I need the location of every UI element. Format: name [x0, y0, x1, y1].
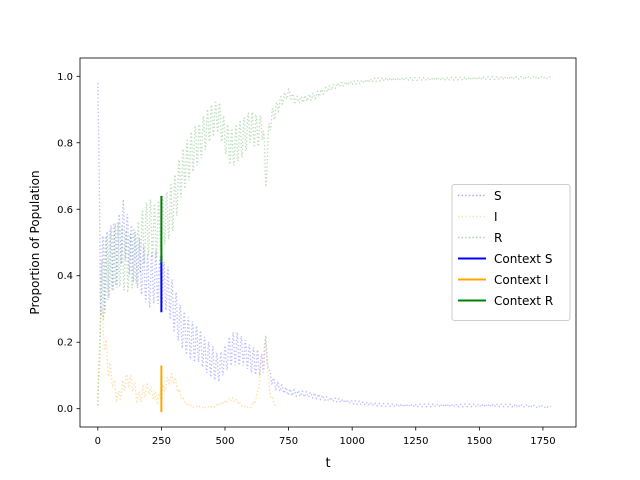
- series-r-line: [97, 75, 552, 406]
- x-axis-label: t: [325, 456, 330, 471]
- y-tick-label: 0.8: [57, 138, 73, 149]
- y-axis-label: Proportion of Population: [28, 170, 42, 314]
- legend-label: R: [494, 231, 502, 245]
- series-s-line: [97, 82, 551, 409]
- legend-label: Context I: [494, 273, 548, 287]
- x-tick-label: 250: [152, 436, 171, 447]
- x-tick-label: 500: [215, 436, 234, 447]
- y-axis-ticks: 0.0 0.2 0.4 0.6 0.8 1.0: [57, 72, 80, 415]
- x-tick-label: 750: [279, 436, 298, 447]
- x-tick-label: 1250: [403, 436, 428, 447]
- y-tick-label: 0.6: [57, 205, 73, 216]
- axes-frame: [79, 57, 577, 428]
- legend: SIR Context S Context I Context R: [451, 184, 571, 321]
- legend-box: [451, 184, 571, 321]
- legend-label: Context R: [494, 294, 553, 308]
- y-tick-label: 0.0: [57, 404, 73, 415]
- x-tick-label: 1000: [339, 436, 364, 447]
- x-axis-ticks: 0 250 500 750 1000 1250 1500 1750: [95, 427, 556, 447]
- y-tick-label: 0.2: [57, 338, 73, 349]
- legend-label: I: [494, 210, 498, 224]
- x-tick-label: 1750: [530, 436, 555, 447]
- y-tick-label: 1.0: [57, 72, 73, 83]
- x-tick-label: 0: [95, 436, 101, 447]
- legend-label: Context S: [494, 252, 552, 266]
- series-layer: [97, 75, 552, 413]
- legend-label: S: [494, 189, 502, 203]
- y-tick-label: 0.4: [57, 271, 73, 282]
- x-tick-label: 1500: [467, 436, 492, 447]
